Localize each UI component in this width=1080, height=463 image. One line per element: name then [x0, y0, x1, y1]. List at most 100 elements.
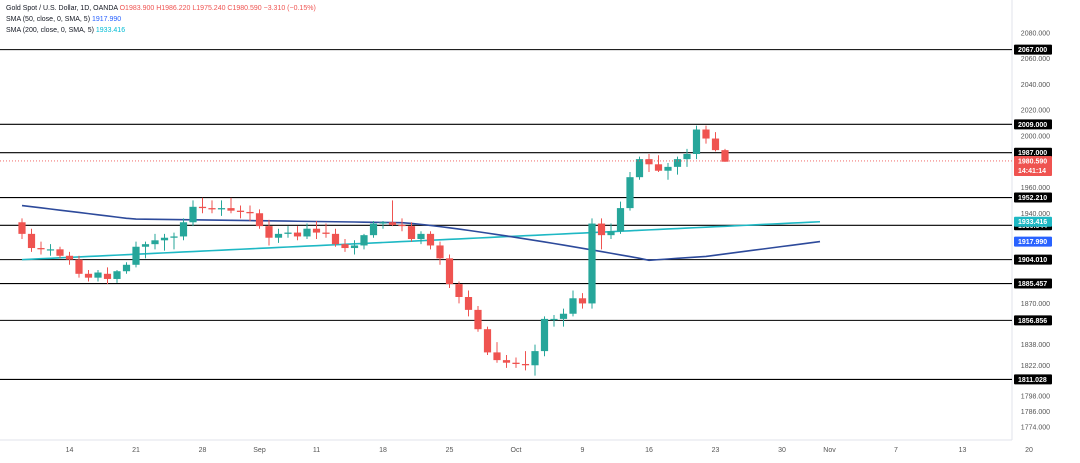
level-price-tag: 1952.210	[1018, 195, 1047, 202]
candle-body-up	[673, 159, 682, 167]
candle-body-up	[360, 235, 368, 246]
time-tick-label: 25	[446, 447, 454, 454]
candle-body-up	[569, 298, 577, 314]
candle-body-down	[227, 208, 235, 211]
time-tick-label: 7	[894, 447, 898, 454]
symbol-title: Gold Spot / U.S. Dollar, 1D, OANDA	[6, 5, 118, 12]
candle-body-down	[103, 273, 112, 279]
level-price-tag: 1987.000	[1018, 150, 1047, 157]
time-tick-label: 16	[645, 447, 653, 454]
current-price-tag: 1980.590	[1018, 158, 1047, 165]
candle-body-up	[122, 264, 131, 272]
candle-body-down	[75, 259, 83, 274]
candle-body-down	[37, 248, 45, 250]
time-tick-label: 11	[313, 447, 320, 454]
time-tick-label: 13	[959, 447, 967, 454]
candle-body-up	[540, 318, 549, 352]
candle-body-up	[170, 236, 178, 238]
sma50-price-tag-bg	[1014, 236, 1052, 247]
sma50-price-tag: 1917.990	[1018, 239, 1047, 246]
time-tick-label: Sep	[253, 447, 266, 454]
price-tick-label: 1960.000	[1021, 185, 1050, 192]
candle-body-down	[436, 245, 444, 259]
candle-body-up	[550, 318, 558, 321]
sma200-price-tag: 1933.416	[1018, 219, 1047, 226]
candle-body-up	[303, 228, 311, 237]
candle-body-down	[502, 360, 511, 363]
candle-body-down	[56, 249, 64, 256]
candle-body-up	[664, 166, 672, 171]
candle-body-down	[445, 258, 454, 285]
candle-body-down	[255, 213, 264, 227]
time-tick-label: 20	[1025, 447, 1033, 454]
price-tick-label: 2040.000	[1021, 82, 1050, 89]
level-price-tag: 2009.000	[1018, 122, 1047, 129]
candle-body-down	[388, 222, 397, 225]
price-tick-label: 2060.000	[1021, 56, 1050, 63]
candle-body-up	[626, 177, 634, 209]
price-tick-label: 2000.000	[1021, 133, 1050, 140]
time-tick-label: Nov	[823, 447, 836, 454]
candle-body-down	[312, 228, 321, 233]
candle-body-down	[521, 363, 530, 366]
level-price-tag-bg	[1014, 147, 1052, 158]
symbol-row: Gold Spot / U.S. Dollar, 1D, OANDA O1983…	[6, 3, 316, 14]
level-price-tag-bg	[1014, 254, 1052, 265]
candle-body-down	[474, 309, 482, 330]
time-tick-label: 21	[132, 447, 140, 454]
candle-body-down	[464, 296, 473, 310]
candle-body-up	[113, 271, 121, 279]
ohlc-values: O1983.900 H1986.220 L1975.240 C1980.590 …	[119, 5, 316, 12]
candle-body-down	[512, 362, 520, 364]
candle-body-up	[616, 208, 625, 232]
candle-body-down	[578, 298, 587, 304]
time-tick-label: 18	[379, 447, 387, 454]
sma50-line	[21, 204, 821, 262]
candle-body-down	[341, 244, 349, 249]
candle-body-up	[94, 272, 102, 278]
candle-body-up	[46, 249, 55, 251]
candle-body-down	[493, 352, 501, 361]
candle-body-down	[18, 222, 26, 234]
candle-body-down	[645, 159, 653, 165]
level-price-tag-bg	[1014, 44, 1052, 55]
countdown-tag: 14:41:14	[1018, 168, 1046, 175]
candle-body-up	[179, 222, 188, 237]
level-price-tag-bg	[1014, 192, 1052, 203]
candle-body-up	[607, 231, 615, 236]
level-price-tag: 1856.856	[1018, 318, 1047, 325]
price-tick-label: 1774.000	[1021, 425, 1050, 432]
level-price-tag-bg	[1014, 119, 1052, 130]
candle-body-up	[635, 159, 644, 178]
candle-body-down	[246, 211, 254, 214]
price-tick-label: 2020.000	[1021, 108, 1050, 115]
time-tick-label: 23	[712, 447, 720, 454]
candle-body-up	[350, 245, 359, 249]
candle-body-up	[559, 313, 568, 319]
candle-body-down	[84, 273, 93, 278]
level-price-tag: 1885.457	[1018, 281, 1047, 288]
candle-body-up	[683, 153, 691, 160]
candle-body-up	[151, 240, 159, 245]
candle-body-up	[692, 129, 701, 154]
candle-body-down	[711, 138, 720, 151]
sma50-value: 1917.990	[91, 16, 122, 23]
candle-body-down	[654, 164, 663, 171]
candle-body-down	[398, 224, 406, 227]
sma50-label: SMA (50, close, 0, SMA, 5)	[6, 16, 91, 23]
candle-body-up	[284, 232, 292, 234]
candle-body-up	[141, 244, 150, 247]
candle-body-up	[274, 233, 283, 238]
price-tick-label: 1838.000	[1021, 342, 1050, 349]
candle-body-up	[132, 246, 140, 265]
price-tick-label: 1798.000	[1021, 394, 1050, 401]
candle-body-down	[208, 208, 216, 210]
level-price-tag: 1811.028	[1018, 377, 1047, 384]
candle-body-up	[588, 223, 596, 304]
candle-body-down	[721, 150, 729, 162]
candle-body-up	[369, 223, 378, 236]
sma200-label: SMA (200, close, 0, SMA, 5)	[6, 27, 94, 34]
candle-body-up	[189, 206, 197, 223]
price-tick-label: 1940.000	[1021, 211, 1050, 218]
